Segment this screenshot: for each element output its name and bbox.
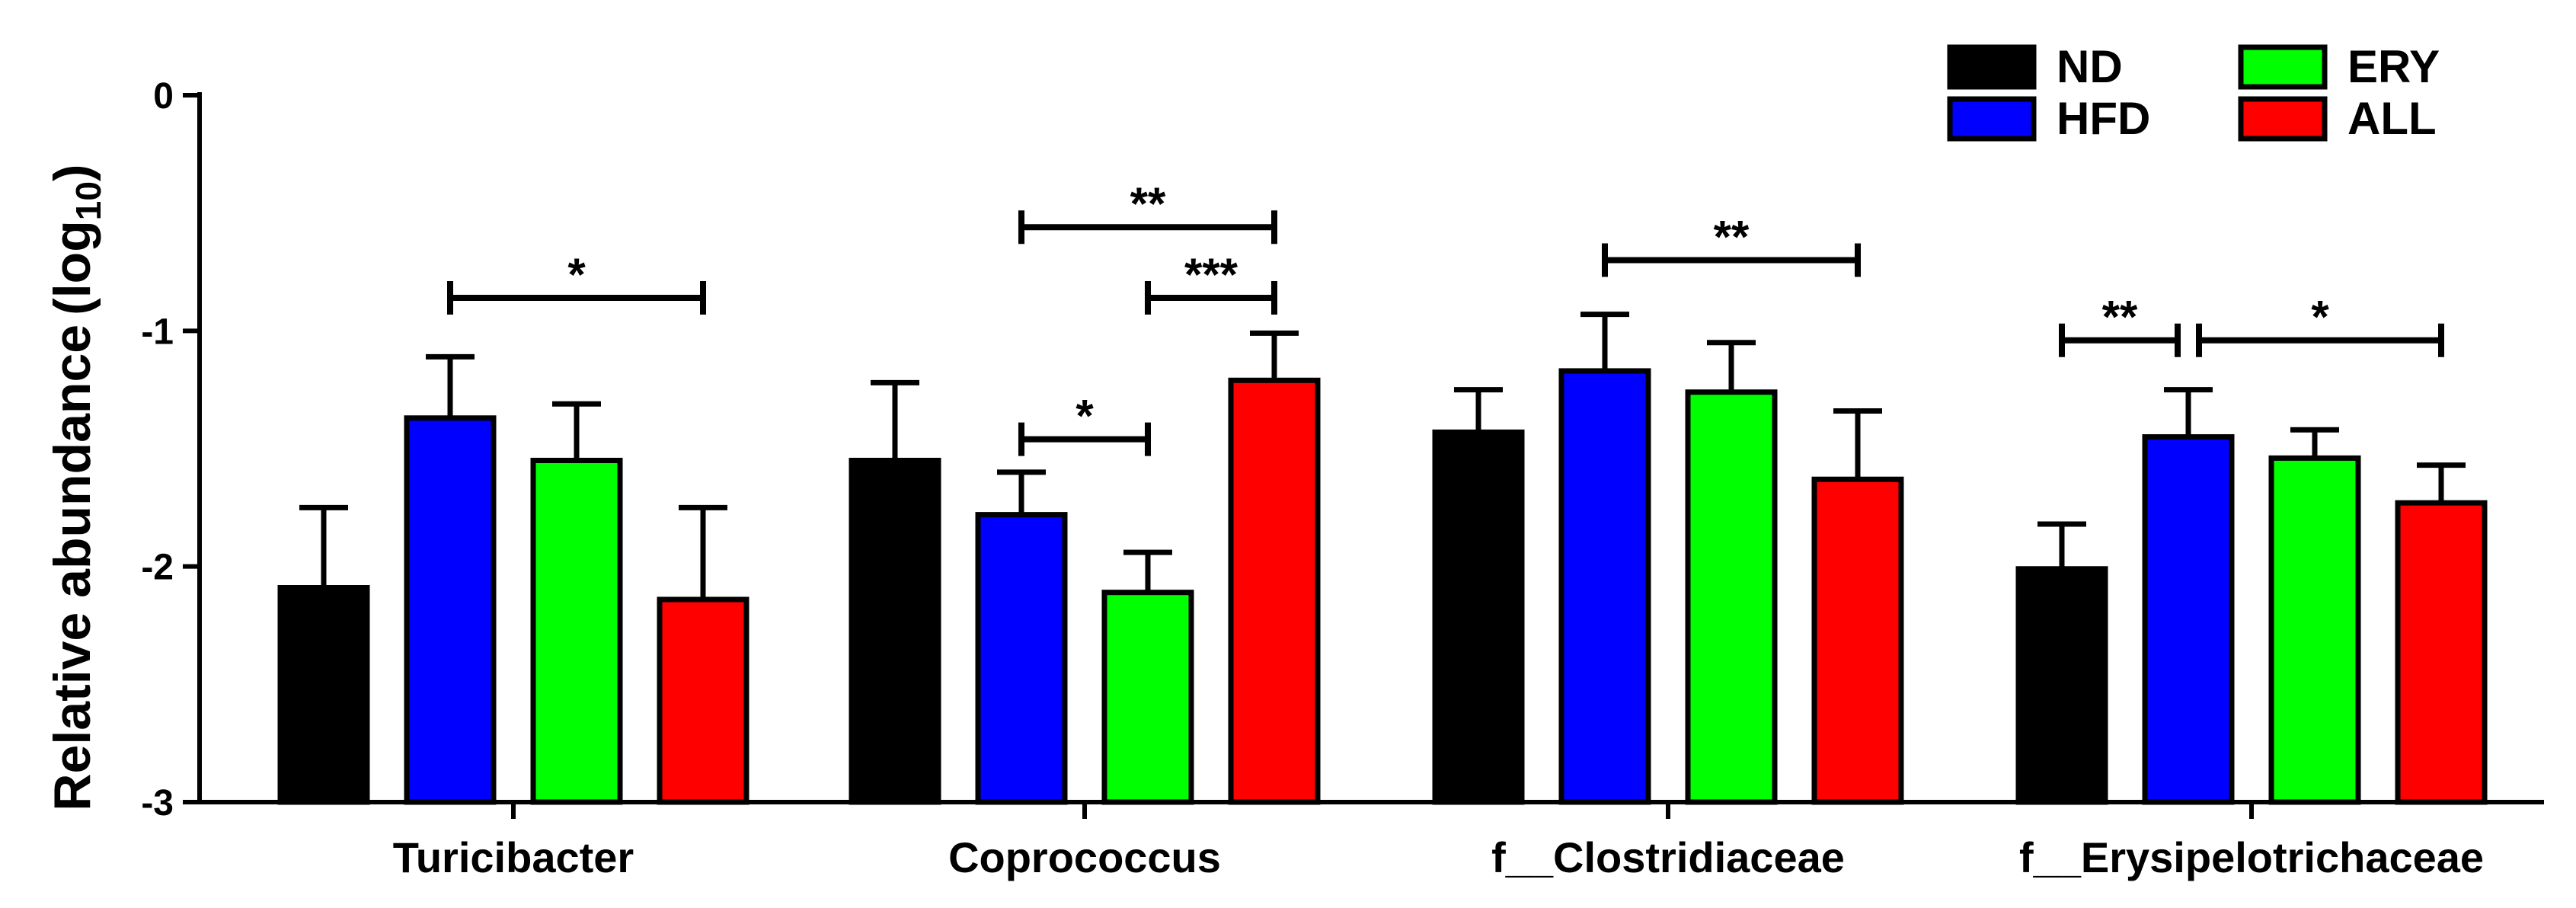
bar-nd — [849, 457, 941, 805]
x-category-label: Coprococcus — [948, 833, 1221, 881]
significance-label: * — [567, 249, 586, 300]
x-category-label: f__Erysipelotrichaceae — [2019, 833, 2484, 881]
significance-label: ** — [1714, 212, 1750, 263]
bar-ery — [1101, 590, 1194, 805]
bar-hfd — [404, 415, 497, 805]
bar-ery — [1685, 389, 1778, 805]
significance-label: ** — [1130, 178, 1166, 229]
x-category-label: f__Clostridiaceae — [1491, 833, 1845, 881]
significance-label: *** — [1184, 249, 1238, 300]
bar-nd — [277, 585, 370, 805]
y-axis-label-main: Relative abundance — [43, 325, 101, 811]
significance-label: * — [2311, 292, 2329, 343]
bar-all — [657, 596, 749, 805]
bar-hfd — [2142, 434, 2235, 805]
bar-nd — [2015, 566, 2108, 805]
bar-hfd — [1558, 368, 1651, 805]
legend-swatch-nd — [1947, 44, 2037, 90]
bar-ery — [2268, 455, 2361, 805]
legend-label-nd: ND — [2057, 41, 2123, 92]
bar-nd — [1432, 429, 1525, 805]
legend-label-all: ALL — [2347, 93, 2437, 144]
significance-brackets: *********** * — [447, 178, 2444, 456]
bar-all — [1228, 377, 1321, 805]
legend-label-hfd: HFD — [2057, 93, 2150, 144]
bar-all — [2395, 500, 2488, 805]
y-axis-label: Relative abundance (log10) — [43, 164, 108, 810]
bars — [277, 312, 2488, 805]
y-axis-label-paren-close: ) — [43, 164, 101, 181]
bar-all — [1811, 476, 1904, 805]
y-axis-label-log: log — [43, 220, 101, 298]
bar-ery — [530, 457, 623, 805]
y-tick-label: -3 — [141, 783, 174, 823]
legend-swatch-all — [2238, 96, 2328, 142]
x-category-label: Turicibacter — [393, 833, 634, 881]
significance-label: ** — [2102, 292, 2138, 343]
legend-swatch-hfd — [1947, 96, 2037, 142]
y-axis-label-paren-open: ( — [43, 298, 101, 315]
legend-label-ery: ERY — [2347, 41, 2440, 92]
y-tick-label: -2 — [141, 548, 174, 588]
y-tick-label: 0 — [153, 76, 174, 117]
bar-hfd — [975, 512, 1068, 805]
y-tick-label: -1 — [141, 312, 174, 352]
significance-label: * — [1075, 391, 1094, 442]
legend-swatch-ery — [2238, 44, 2328, 90]
y-axis-label-subscript: 10 — [69, 181, 108, 220]
